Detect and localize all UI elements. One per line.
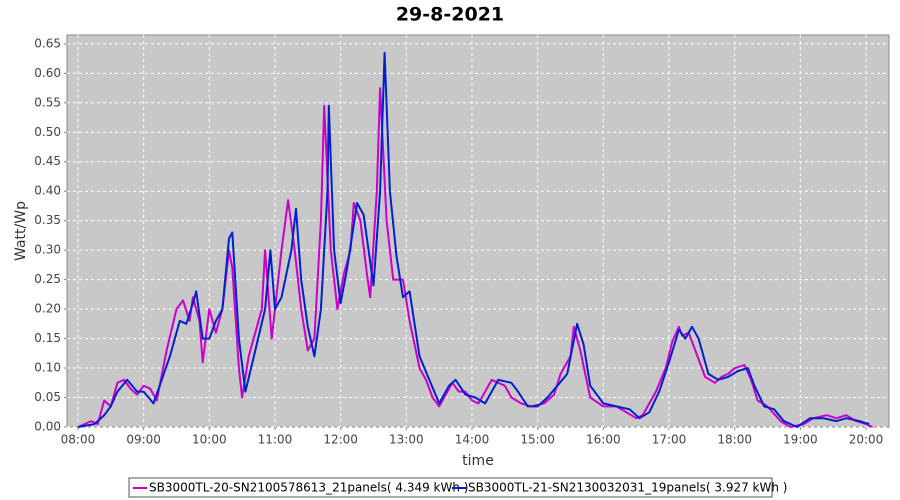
y-tick-label: 0.45 <box>34 154 61 168</box>
y-tick-label: 0.15 <box>34 331 61 345</box>
line-series <box>77 87 874 428</box>
legend-label: SB3000TL-20-SN2100578613_21panels( 4.349… <box>149 481 468 495</box>
y-tick-label: 0.20 <box>34 302 61 316</box>
x-tick-label: 19:00 <box>783 433 818 447</box>
y-tick-label: 0.05 <box>34 390 61 404</box>
x-tick-label: 13:00 <box>389 433 424 447</box>
x-tick-label: 09:00 <box>126 433 161 447</box>
x-tick-label: 11:00 <box>258 433 293 447</box>
legend-label: SB3000TL-21-SN2130032031_19panels( 3.927… <box>468 481 787 495</box>
y-tick-label: 0.40 <box>34 184 61 198</box>
x-tick-label: 12:00 <box>323 433 358 447</box>
legend <box>128 477 773 498</box>
y-tick-label: 0.65 <box>34 36 61 50</box>
y-tick-label: 0.10 <box>34 361 61 375</box>
x-tick-label: 10:00 <box>192 433 227 447</box>
x-axis-label: time <box>462 453 494 469</box>
y-tick-label: 0.00 <box>34 420 61 434</box>
x-tick-label: 17:00 <box>652 433 687 447</box>
y-tick-label: 0.35 <box>34 213 61 227</box>
line-series <box>77 51 870 428</box>
y-tick-label: 0.55 <box>34 95 61 109</box>
y-tick-label: 0.50 <box>34 125 61 139</box>
x-tick-label: 18:00 <box>717 433 752 447</box>
x-tick-label: 16:00 <box>586 433 621 447</box>
x-tick-label: 20:00 <box>849 433 884 447</box>
x-tick-label: 08:00 <box>61 433 96 447</box>
y-axis-label: Watt/Wp <box>13 201 29 261</box>
y-tick-label: 0.25 <box>34 272 61 286</box>
x-tick-label: 15:00 <box>520 433 555 447</box>
plot-area <box>66 34 890 428</box>
y-tick-label: 0.60 <box>34 66 61 80</box>
y-tick-label: 0.30 <box>34 243 61 257</box>
chart-title: 29-8-2021 <box>396 4 504 26</box>
x-tick-label: 14:00 <box>455 433 490 447</box>
